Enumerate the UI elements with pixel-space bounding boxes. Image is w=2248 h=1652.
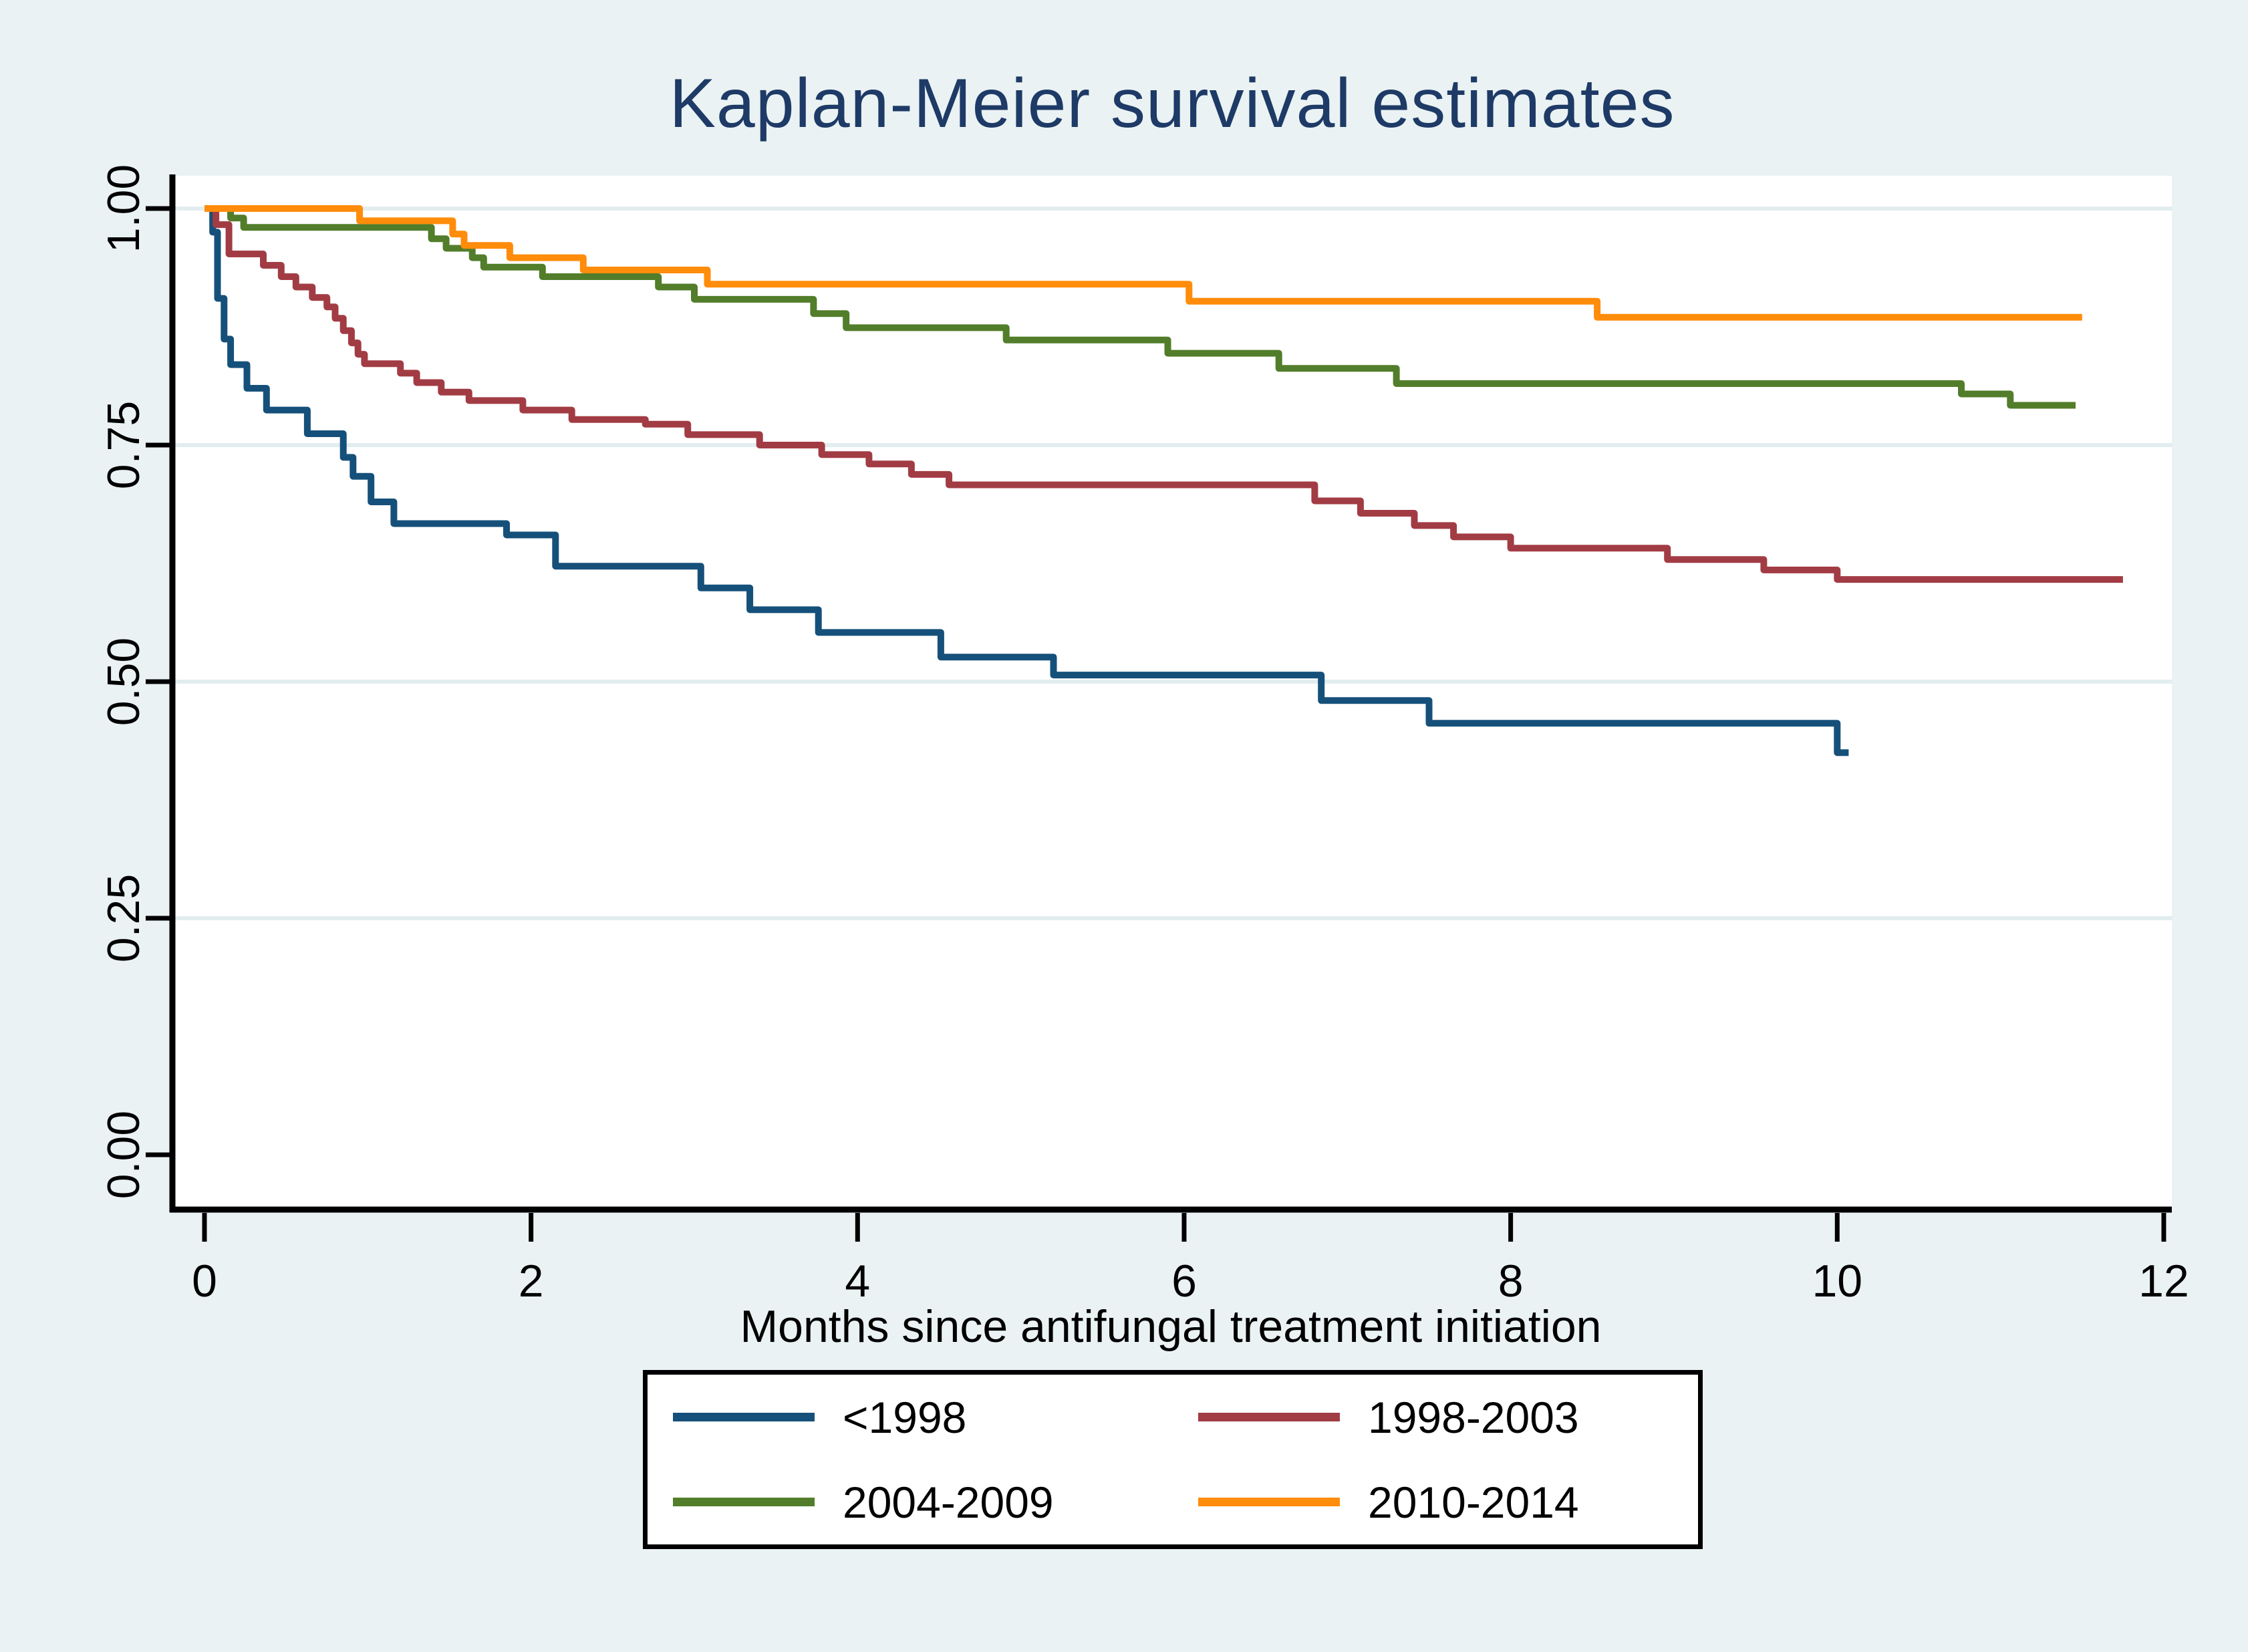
legend-label-2004-2009: 2004-2009 (843, 1477, 1054, 1527)
survival-curve-2010-2014 (204, 205, 2082, 321)
legend-line-swatch-1998-2003 (1198, 1413, 1340, 1421)
x-tick-label-2: 2 (519, 1256, 544, 1306)
legend-item-1998-2003: 1998-2003 (1173, 1375, 1698, 1460)
legend-line-swatch-2004-2009 (673, 1498, 815, 1506)
legend-label-lt1998: <1998 (843, 1392, 967, 1442)
x-axis-title: Months since antifungal treatment initia… (740, 1301, 1602, 1352)
y-tick-label-0.25: 0.25 (98, 874, 149, 962)
legend-label-1998-2003: 1998-2003 (1368, 1392, 1579, 1442)
x-tick-label-12: 12 (2138, 1256, 2189, 1306)
survival-curve--1998 (204, 205, 1849, 756)
survival-curve-1998-2003 (204, 205, 2123, 583)
x-tick-label-0: 0 (192, 1256, 217, 1306)
y-tick-label-1.00: 1.00 (98, 164, 149, 253)
legend: <1998 1998-2003 2004-2009 2010-2014 (643, 1370, 1703, 1549)
y-tick-label-0.50: 0.50 (98, 638, 149, 726)
y-tick-label-0.00: 0.00 (98, 1111, 149, 1199)
legend-item-2010-2014: 2010-2014 (1173, 1460, 1698, 1544)
legend-line-swatch-2010-2014 (1198, 1498, 1340, 1506)
plot-area (172, 176, 2172, 1210)
survival-curve-2004-2009 (204, 205, 2076, 409)
legend-label-2010-2014: 2010-2014 (1368, 1477, 1579, 1527)
x-tick-label-4: 4 (845, 1256, 870, 1306)
legend-item-lt1998: <1998 (648, 1375, 1173, 1460)
x-tick-label-6: 6 (1171, 1256, 1197, 1306)
legend-item-2004-2009: 2004-2009 (648, 1460, 1173, 1544)
legend-line-swatch-lt1998 (673, 1413, 815, 1421)
x-tick-label-10: 10 (1812, 1256, 1862, 1306)
chart-title: Kaplan-Meier survival estimates (669, 65, 1675, 142)
x-tick-label-8: 8 (1498, 1256, 1524, 1306)
y-tick-label-0.75: 0.75 (98, 401, 149, 489)
